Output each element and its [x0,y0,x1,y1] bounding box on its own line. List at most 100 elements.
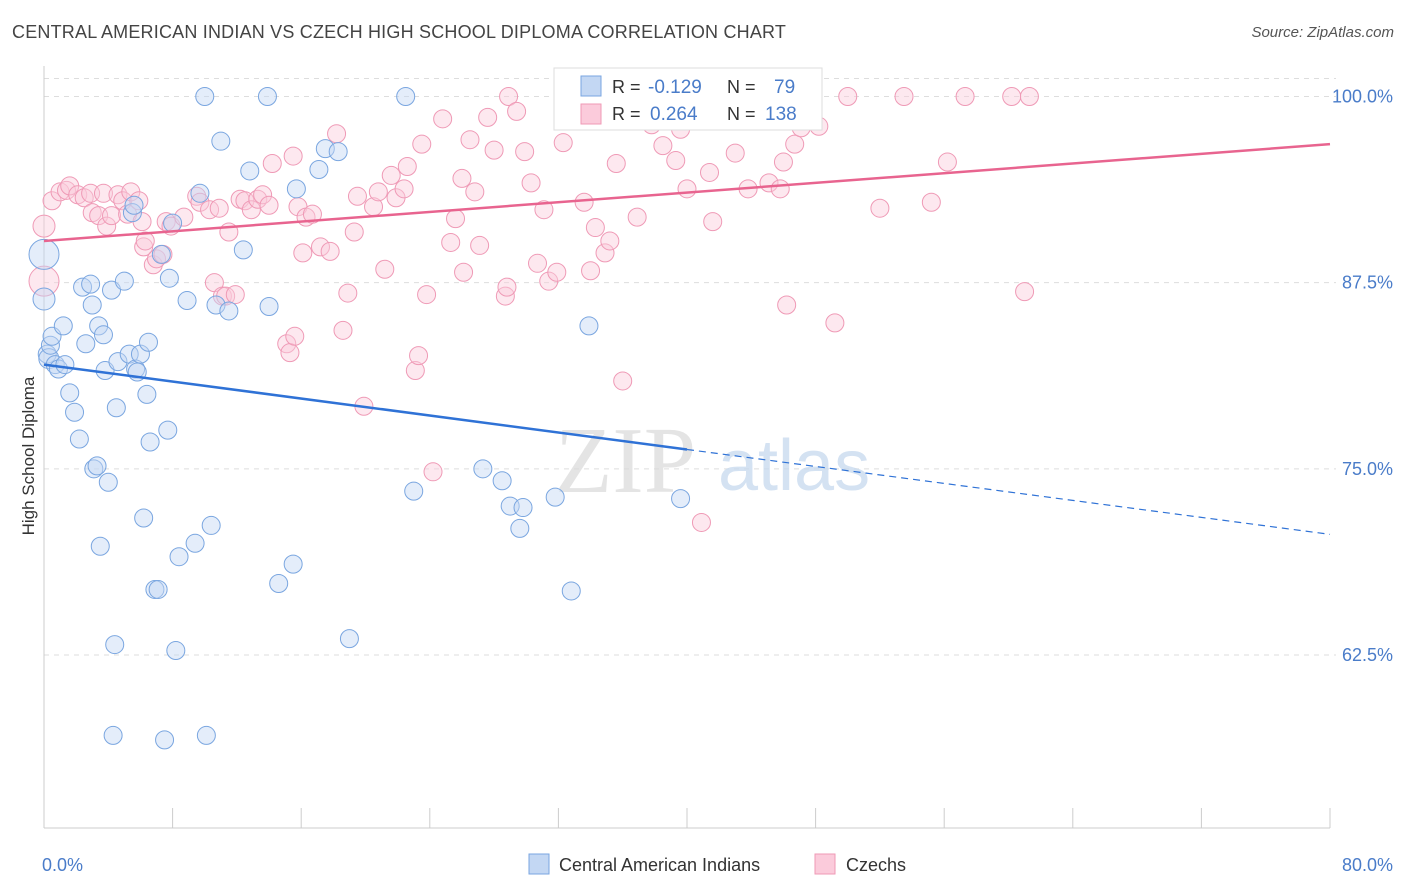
central-american-indians-point [151,244,171,264]
czechs-point [347,186,367,206]
czechs-point [368,182,388,202]
czechs-point [135,231,155,251]
czechs-point [143,255,163,275]
central-american-indians-point [53,316,73,336]
central-american-indians-point [89,316,109,336]
czechs-point [653,136,673,156]
central-american-indians-point [124,195,144,215]
central-american-indians-point [339,629,359,649]
stats-legend: R = -0.129 N = 79 R = 0.264 N = 138 [553,67,823,131]
legend-label-czechs: Czechs [846,855,906,875]
czechs-point [838,87,858,106]
central-american-indians-point [545,487,565,507]
central-american-indians-point [158,420,178,440]
central-american-indians-point [103,725,123,745]
czechs-point [102,206,122,226]
czechs-point [600,231,620,251]
central-american-indians-point [134,508,154,528]
central-american-indians-point [404,481,424,501]
central-american-indians-point [510,518,530,538]
central-american-indians-point [671,489,691,509]
czechs-points [28,87,1039,532]
czechs-point [375,259,395,279]
czechs-point [253,185,273,205]
czechs-point [921,192,941,212]
axes [43,66,1331,829]
y-tick-label: 87.5% [1342,273,1393,293]
czechs-point [534,200,554,220]
central-american-indians-point [106,398,126,418]
central-american-indians-point [286,179,306,199]
czechs-point [478,107,498,127]
czechs-point [293,243,313,263]
central-american-indians-trend-extension [686,448,1331,535]
czechs-point [725,143,745,163]
czechs-point [484,140,504,160]
central-american-indians-point [315,139,335,159]
central-american-indians-point [309,159,329,179]
central-american-indians-point [159,268,179,288]
czechs-point [423,462,443,482]
series-legend: Central American Indians Czechs [528,853,906,875]
czechs-point [397,156,417,176]
czechs-point [405,361,425,381]
czechs-point [28,265,60,297]
central-american-indians-point [211,131,231,151]
central-american-indians-point [492,471,512,491]
czechs-point [691,512,711,532]
stat-r-label-pink: R = [612,104,641,124]
czechs-point [894,87,914,106]
central-american-indians-point [90,536,110,556]
central-american-indians-point [196,725,216,745]
central-american-indians-point [98,472,118,492]
central-american-indians-point [195,87,215,106]
czechs-point [452,168,472,188]
czechs-point [259,195,279,215]
central-american-indians-trend-line [43,363,688,451]
czechs-point [344,222,364,242]
central-american-indians-point [28,238,60,270]
czechs-point [93,183,113,203]
stat-n-label-blue: N = [727,77,756,97]
czechs-point [507,101,527,121]
czechs-point [209,198,229,218]
central-american-indians-point [32,287,56,311]
stat-r-value-blue: -0.129 [648,77,702,98]
czechs-point [825,313,845,333]
central-american-indians-point [122,203,142,223]
central-american-indians-point [93,325,113,345]
central-american-indians-point [177,291,197,311]
central-american-indians-point [87,456,107,476]
central-american-indians-point [473,459,493,479]
central-american-indians-point [328,142,348,162]
czechs-point [280,343,300,363]
czechs-point [441,232,461,252]
central-american-indians-point [84,459,104,479]
czechs-point [327,124,347,144]
watermark: ZIP atlas [555,409,870,513]
legend-swatch-czechs [814,853,836,875]
czechs-point [770,179,790,199]
czechs-point [310,237,330,257]
chart-title: CENTRAL AMERICAN INDIAN VS CZECH HIGH SC… [12,22,787,42]
czechs-point [700,162,720,182]
czechs-point [528,253,548,273]
czechs-point [338,283,358,303]
czechs-point [785,134,805,154]
czechs-point [1019,87,1039,106]
stats-swatch-pink [580,103,602,125]
stats-swatch-blue [580,75,602,97]
czechs-point [394,179,414,199]
czechs-point [777,295,797,315]
central-american-indians-point [201,515,221,535]
czechs-point [454,262,474,282]
czechs-point [547,262,567,282]
czechs-point [200,200,220,220]
central-american-indians-point [140,432,160,452]
central-american-indians-point [166,641,186,661]
czechs-point [381,165,401,185]
czechs-point [417,285,437,305]
czechs-point [241,200,261,220]
czechs-point [627,207,647,227]
